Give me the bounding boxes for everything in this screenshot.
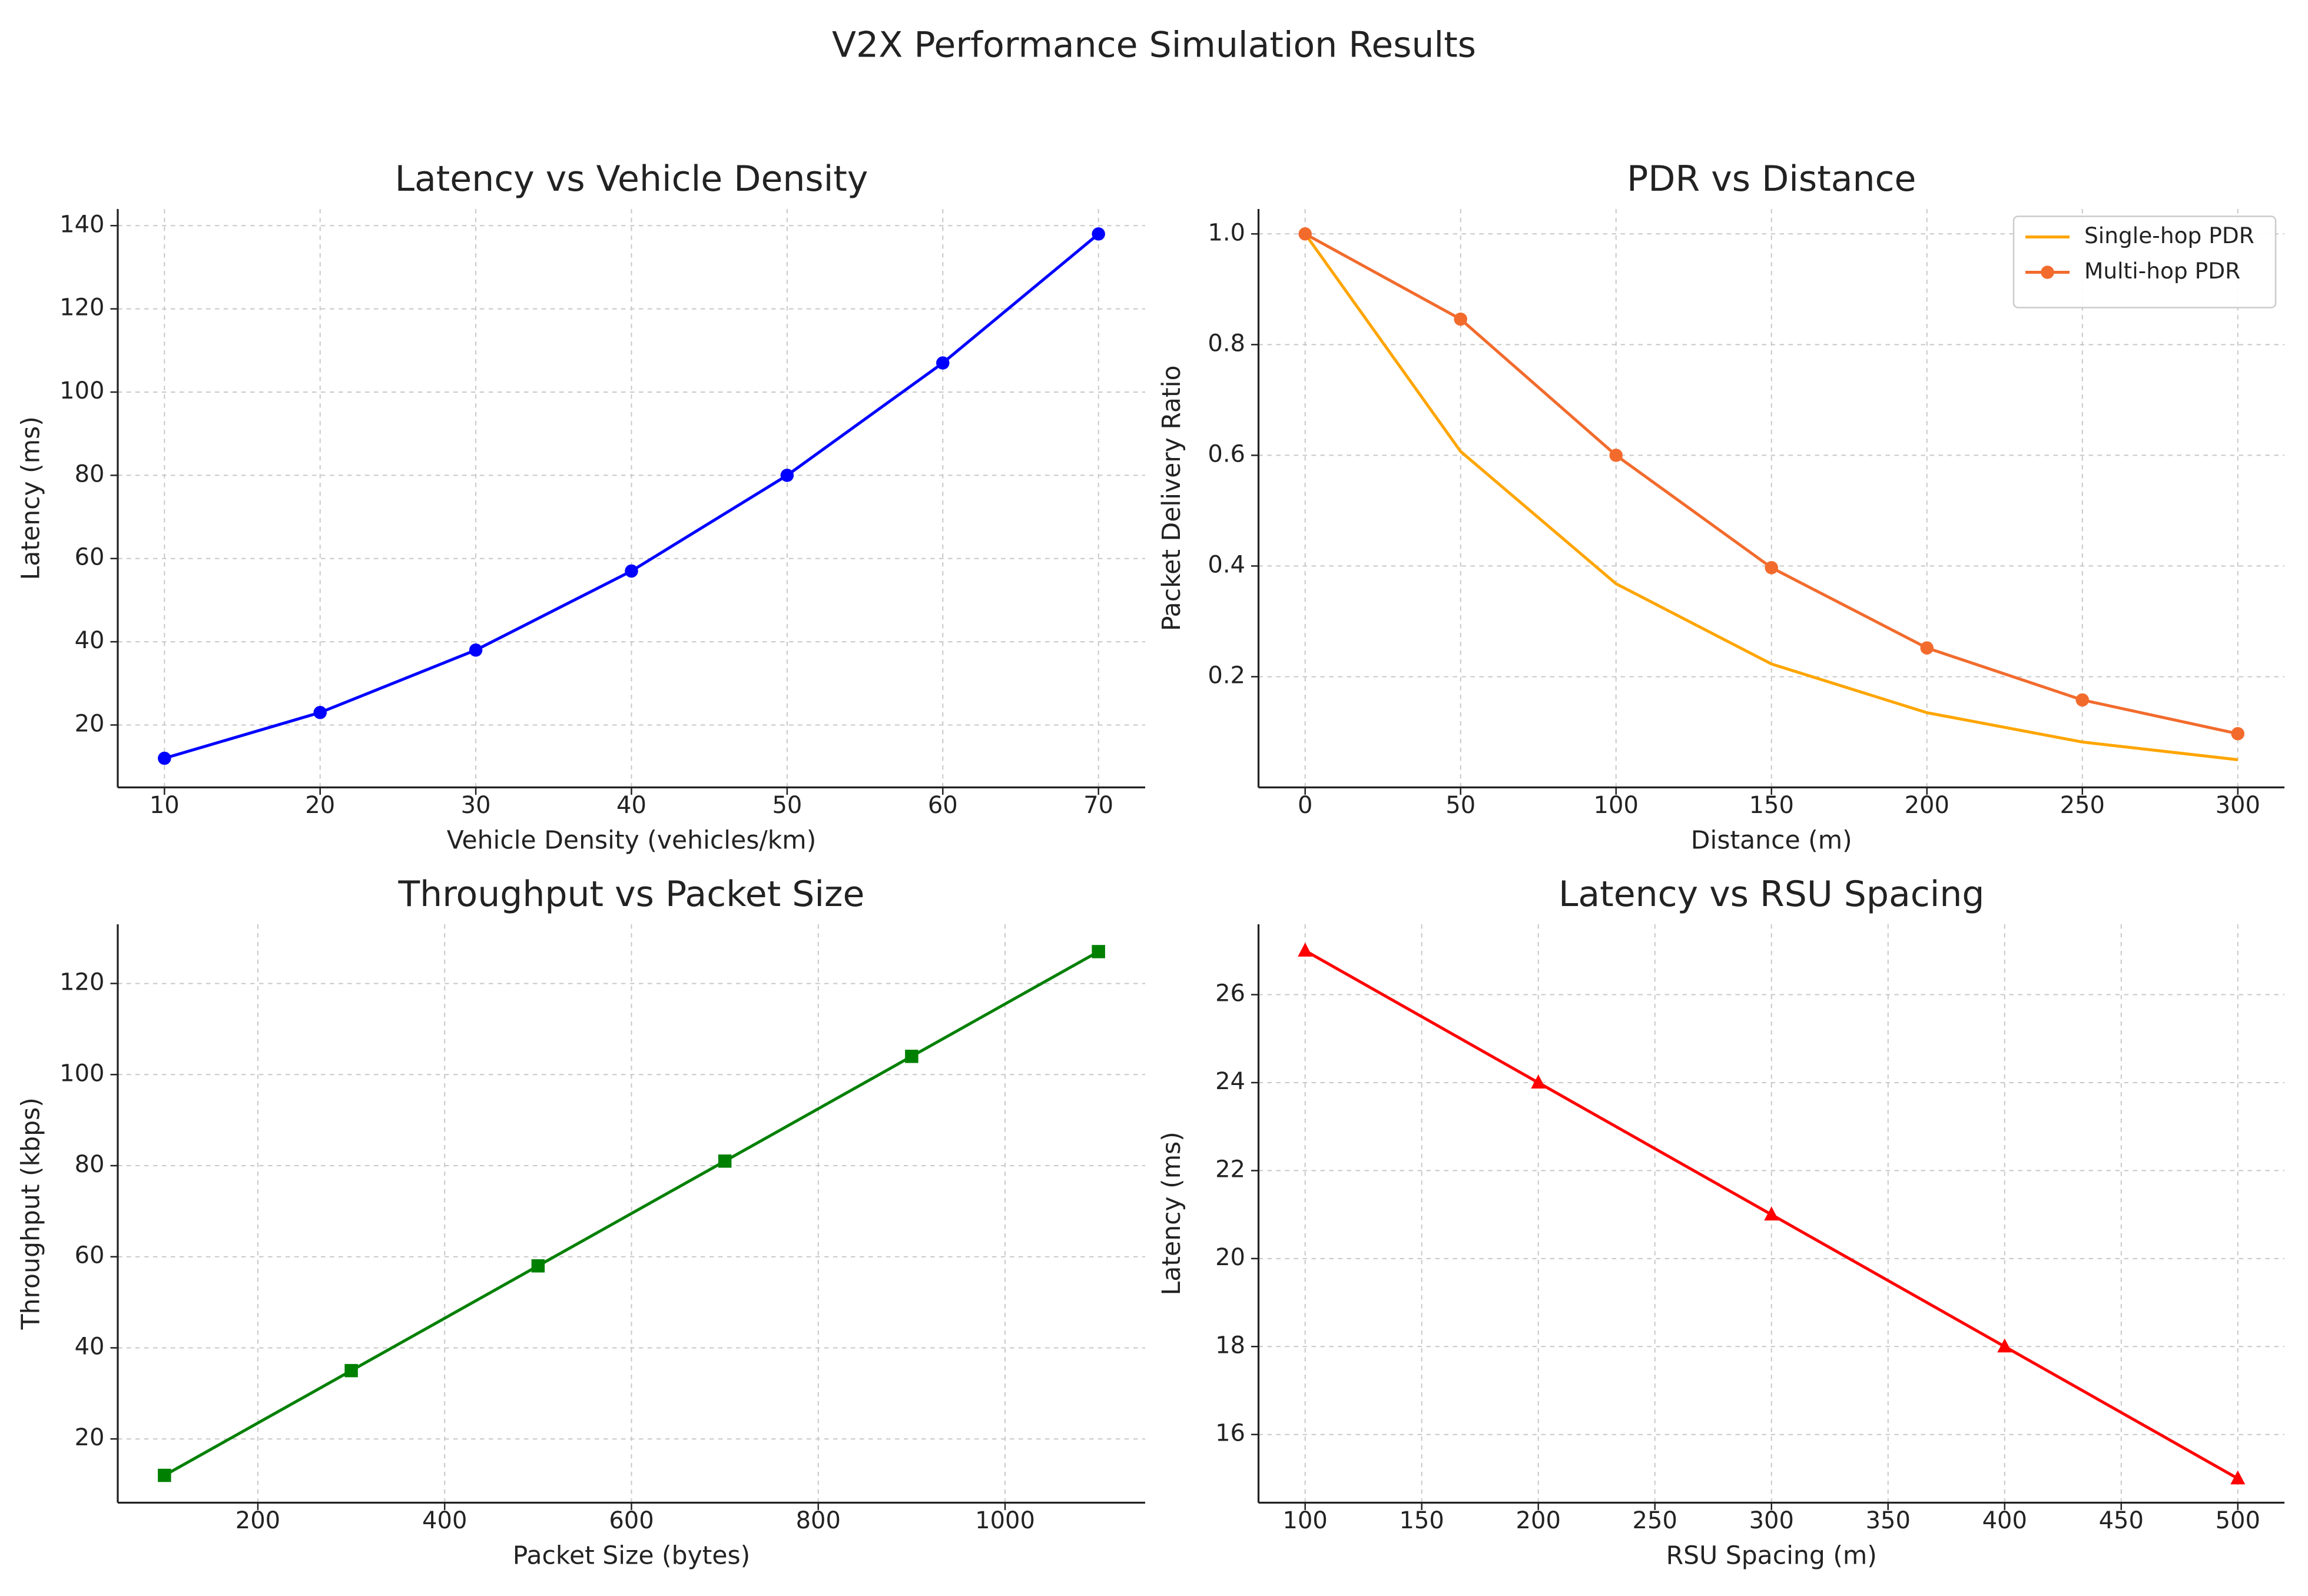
chart-title: Latency vs Vehicle Density — [395, 158, 868, 200]
x-tick-label: 350 — [1866, 1507, 1911, 1534]
y-tick-label: 80 — [75, 460, 105, 487]
marker — [1092, 227, 1105, 241]
legend-label: Multi-hop PDR — [2084, 258, 2240, 284]
series-line — [1304, 233, 2239, 761]
marker — [625, 564, 638, 578]
marker — [1765, 560, 1778, 575]
marker — [2230, 1470, 2246, 1485]
marker — [158, 1468, 171, 1482]
y-tick-label: 20 — [75, 710, 105, 737]
chart-title: PDR vs Distance — [1627, 158, 1916, 200]
x-tick-label: 10 — [150, 792, 180, 819]
x-tick-label: 70 — [1083, 792, 1113, 819]
x-axis-label: RSU Spacing (m) — [1666, 1542, 1877, 1571]
marker — [531, 1259, 545, 1273]
y-tick-label: 40 — [75, 627, 105, 654]
marker — [1298, 227, 1312, 241]
marker — [1997, 1338, 2012, 1353]
x-tick-label: 250 — [1633, 1507, 1677, 1534]
x-tick-label: 0 — [1298, 792, 1312, 819]
y-tick-label: 100 — [59, 1060, 104, 1087]
x-tick-label: 50 — [1445, 792, 1475, 819]
x-tick-label: 450 — [2099, 1507, 2144, 1534]
marker — [2231, 727, 2245, 741]
marker — [469, 643, 483, 657]
x-tick-label: 300 — [1749, 1507, 1794, 1534]
y-tick-label: 60 — [75, 544, 105, 571]
marker — [2075, 693, 2090, 707]
x-tick-label: 500 — [2216, 1507, 2260, 1534]
x-tick-label: 400 — [1982, 1507, 2027, 1534]
x-tick-label: 200 — [236, 1507, 280, 1534]
y-tick-label: 120 — [59, 969, 104, 996]
x-axis-label: Packet Size (bytes) — [513, 1542, 751, 1571]
x-tick-label: 30 — [461, 792, 491, 819]
x-tick-label: 300 — [2216, 792, 2260, 819]
x-tick-label: 20 — [305, 792, 335, 819]
marker — [905, 1050, 918, 1063]
x-tick-label: 60 — [928, 792, 958, 819]
y-tick-label: 18 — [1215, 1332, 1245, 1359]
x-tick-label: 100 — [1283, 1507, 1328, 1534]
y-tick-label: 24 — [1215, 1068, 1245, 1095]
x-tick-label: 200 — [1516, 1507, 1561, 1534]
y-tick-label: 0.6 — [1208, 440, 1245, 467]
x-tick-label: 40 — [616, 792, 646, 819]
x-tick-label: 1000 — [975, 1507, 1035, 1534]
y-tick-label: 20 — [1215, 1244, 1245, 1271]
x-tick-label: 800 — [796, 1507, 841, 1534]
y-tick-label: 80 — [75, 1151, 105, 1178]
y-tick-label: 120 — [59, 294, 104, 321]
figure-title: V2X Performance Simulation Results — [832, 25, 1476, 66]
y-tick-label: 0.2 — [1208, 662, 1245, 689]
x-tick-label: 50 — [772, 792, 802, 819]
y-tick-label: 26 — [1215, 980, 1245, 1007]
marker — [936, 356, 950, 370]
y-axis-label: Throughput (kbps) — [17, 1097, 46, 1330]
y-axis-label: Latency (ms) — [17, 416, 46, 580]
marker — [344, 1363, 358, 1378]
y-tick-label: 60 — [75, 1242, 105, 1269]
legend-marker — [2041, 266, 2054, 279]
y-axis-label: Latency (ms) — [1158, 1132, 1186, 1295]
marker — [1298, 943, 1313, 957]
y-tick-label: 100 — [59, 377, 104, 404]
x-tick-label: 250 — [2060, 792, 2105, 819]
y-tick-label: 16 — [1215, 1420, 1245, 1447]
y-tick-label: 22 — [1215, 1156, 1245, 1183]
marker — [1920, 641, 1934, 655]
marker — [313, 706, 327, 719]
x-tick-label: 600 — [609, 1507, 654, 1534]
x-tick-label: 150 — [1749, 792, 1794, 819]
x-tick-label: 400 — [422, 1507, 467, 1534]
x-tick-label: 150 — [1400, 1507, 1444, 1534]
x-tick-label: 200 — [1905, 792, 1949, 819]
x-axis-label: Distance (m) — [1691, 827, 1852, 855]
legend-box — [2012, 215, 2277, 308]
series-line — [164, 950, 1099, 1477]
chart-title: Latency vs RSU Spacing — [1558, 874, 1985, 915]
marker — [1609, 449, 1623, 462]
y-tick-label: 40 — [75, 1333, 105, 1360]
marker — [1092, 945, 1105, 958]
x-tick-label: 100 — [1594, 792, 1639, 819]
y-axis-label: Packet Delivery Ratio — [1158, 365, 1186, 631]
marker — [158, 751, 171, 765]
y-tick-label: 0.8 — [1208, 330, 1245, 357]
legend-label: Single-hop PDR — [2084, 223, 2254, 248]
y-tick-label: 1.0 — [1208, 219, 1245, 246]
marker — [1764, 1206, 1779, 1221]
x-axis-label: Vehicle Density (vehicles/km) — [447, 827, 817, 855]
marker — [1454, 312, 1467, 326]
y-tick-label: 140 — [59, 211, 104, 238]
marker — [1531, 1074, 1546, 1089]
marker — [780, 469, 794, 482]
marker — [718, 1154, 732, 1168]
y-tick-label: 20 — [75, 1424, 105, 1451]
y-tick-label: 0.4 — [1208, 551, 1245, 578]
chart-title: Throughput vs Packet Size — [398, 874, 865, 915]
